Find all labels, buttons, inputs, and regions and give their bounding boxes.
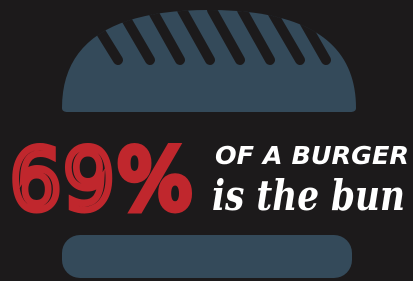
infographic: 69% OF A BURGER is the bun xyxy=(0,0,413,281)
headline: OF A BURGER xyxy=(215,141,409,170)
stat: 69% xyxy=(10,131,195,229)
bottom-bun xyxy=(62,235,352,278)
page: {"stat": "69%", "line1": "OF A BURGER", … xyxy=(0,0,413,281)
subline: is the bun xyxy=(212,171,405,220)
body: 69% OF A BURGER is the bun (() => { cons… xyxy=(0,0,413,281)
